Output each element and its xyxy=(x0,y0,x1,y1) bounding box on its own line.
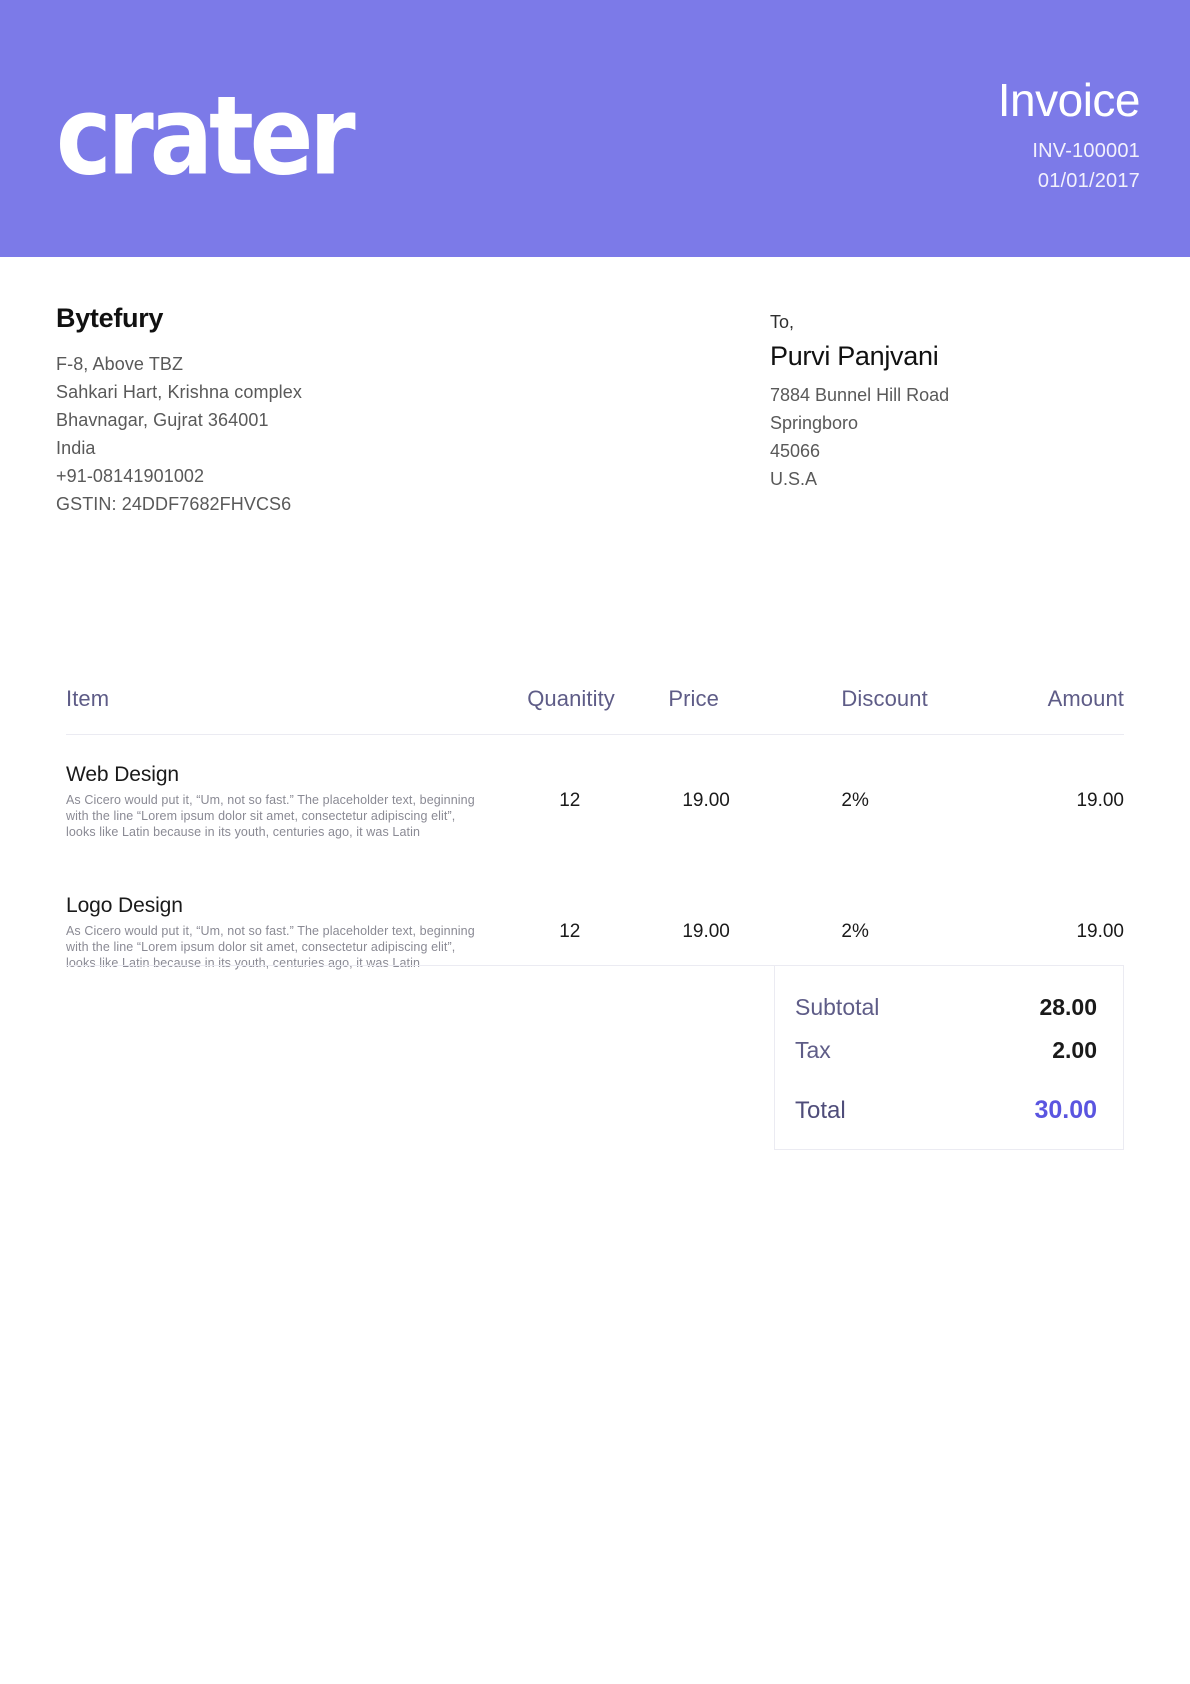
recipient-address-line: 7884 Bunnel Hill Road xyxy=(770,385,950,405)
items-table-head: Item Quanitity Price Discount Amount xyxy=(66,686,1124,735)
item-name: Logo Design xyxy=(66,894,183,917)
sender-address-line: Bhavnagar, Gujrat 364001 xyxy=(56,410,269,430)
column-header-amount: Amount xyxy=(1047,686,1124,711)
item-name: Web Design xyxy=(66,763,180,786)
item-quantity: 12 xyxy=(559,920,581,942)
items-table-area: Item Quanitity Price Discount Amount Web… xyxy=(0,686,1190,997)
invoice-date: 01/01/2017 xyxy=(1037,170,1140,192)
sender-address-line: India xyxy=(56,438,96,458)
table-row: Web Design As Cicero would put it, “Um, … xyxy=(66,735,1124,867)
item-discount: 2% xyxy=(841,789,869,811)
totals-top-divider xyxy=(66,965,1124,966)
tax-value: 2.00 xyxy=(1052,1037,1097,1063)
sender-address-line: Sahkari Hart, Krishna complex xyxy=(56,382,302,402)
column-header-item: Item xyxy=(66,686,110,711)
sender-block: Bytefury F-8, Above TBZ Sahkari Hart, Kr… xyxy=(56,303,576,518)
table-row: Logo Design As Cicero would put it, “Um,… xyxy=(66,866,1124,997)
tax-label: Tax xyxy=(795,1037,831,1063)
grand-total-row: Total 30.00 xyxy=(795,1096,1097,1125)
invoice-header-band: crater Invoice INV-100001 01/01/2017 xyxy=(0,0,1190,257)
item-cell: Logo Design As Cicero would put it, “Um,… xyxy=(66,866,489,997)
item-description: As Cicero would put it, “Um, not so fast… xyxy=(66,924,475,970)
recipient-address-line: Springboro xyxy=(770,413,859,433)
sender-phone: +91-08141901002 xyxy=(56,466,205,486)
tax-row: Tax 2.00 xyxy=(795,1037,1097,1064)
item-price: 19.00 xyxy=(682,920,730,942)
recipient-block: To, Purvi Panjvani 7884 Bunnel Hill Road… xyxy=(770,309,1070,493)
sender-company-name: Bytefury xyxy=(56,303,164,333)
item-cell: Web Design As Cicero would put it, “Um, … xyxy=(66,735,489,867)
sender-gstin: GSTIN: 24DDF7682FHVCS6 xyxy=(56,494,292,514)
recipient-label: To, xyxy=(770,312,795,332)
item-price: 19.00 xyxy=(682,789,730,811)
invoice-title: Invoice xyxy=(997,74,1141,126)
total-value: 30.00 xyxy=(1034,1096,1097,1124)
column-header-discount: Discount xyxy=(841,686,928,711)
subtotal-value: 28.00 xyxy=(1039,994,1097,1020)
address-area: Bytefury F-8, Above TBZ Sahkari Hart, Kr… xyxy=(0,257,1190,687)
brand-logo-text: crater xyxy=(56,73,356,200)
recipient-name: Purvi Panjvani xyxy=(770,341,939,371)
total-label: Total xyxy=(795,1097,846,1124)
totals-area: Subtotal 28.00 Tax 2.00 Total 30.00 xyxy=(0,965,1190,1150)
totals-box: Subtotal 28.00 Tax 2.00 Total 30.00 xyxy=(774,966,1124,1150)
recipient-address-line: U.S.A xyxy=(770,469,818,489)
brand-logo: crater xyxy=(56,82,356,192)
column-header-price: Price xyxy=(668,686,719,711)
items-table-body: Web Design As Cicero would put it, “Um, … xyxy=(66,735,1124,998)
subtotal-row: Subtotal 28.00 xyxy=(795,994,1097,1021)
column-header-quantity: Quanitity xyxy=(527,686,615,711)
item-description: As Cicero would put it, “Um, not so fast… xyxy=(66,793,475,839)
invoice-meta: Invoice INV-100001 01/01/2017 xyxy=(997,72,1141,196)
item-amount: 19.00 xyxy=(1076,920,1124,942)
subtotal-label: Subtotal xyxy=(795,994,880,1020)
item-amount: 19.00 xyxy=(1076,789,1124,811)
sender-address-line: F-8, Above TBZ xyxy=(56,354,184,374)
invoice-number: INV-100001 xyxy=(1032,140,1140,162)
item-quantity: 12 xyxy=(559,789,581,811)
item-discount: 2% xyxy=(841,920,869,942)
recipient-address-line: 45066 xyxy=(770,441,821,461)
items-table: Item Quanitity Price Discount Amount Web… xyxy=(66,686,1124,997)
items-table-header-row: Item Quanitity Price Discount Amount xyxy=(66,686,1124,735)
